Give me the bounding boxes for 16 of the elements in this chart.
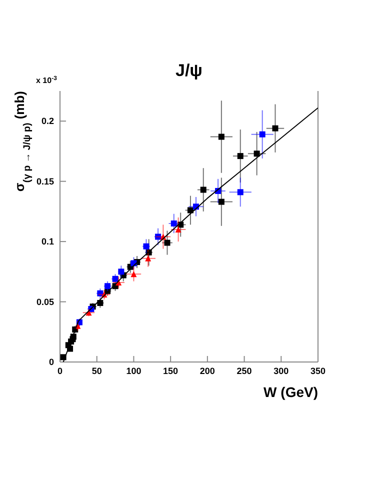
x-tick-label: 300 [274,366,289,376]
y-tick-label: 0.15 [36,176,54,186]
x-axis-title: W (GeV) [264,384,318,400]
x-tick-label: 100 [126,366,142,376]
text: x 10$^{-3}$ [36,75,58,85]
x-tick-label: 0 [57,366,63,376]
x-tick-label: 150 [163,366,178,376]
y-tick-label: 0.2 [41,116,54,126]
x-tick-label: 250 [236,366,252,376]
x-tick-label: 350 [310,366,326,376]
y-tick-label: 0.05 [36,296,54,307]
x-tick-label: 200 [200,366,215,376]
y-tick-label: 0 [48,357,54,367]
y-tick-label: 0.1 [41,236,54,247]
x-tick-label: 50 [92,366,102,376]
chart-title: J/ψ [176,61,202,80]
